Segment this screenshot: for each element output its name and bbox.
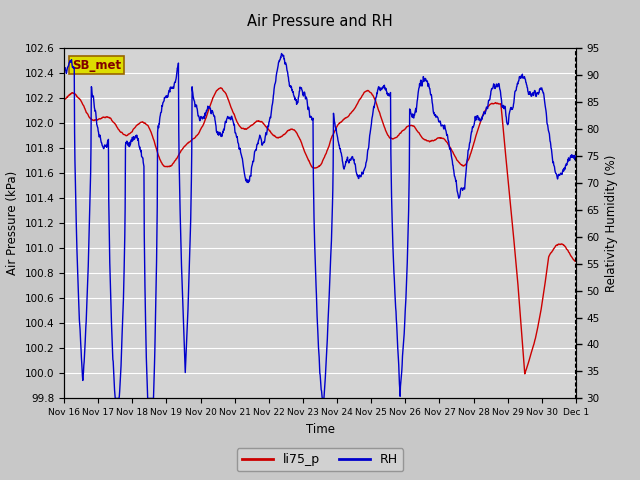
Legend: li75_p, RH: li75_p, RH xyxy=(237,448,403,471)
X-axis label: Time: Time xyxy=(305,423,335,436)
Y-axis label: Relativity Humidity (%): Relativity Humidity (%) xyxy=(605,155,618,292)
Text: SB_met: SB_met xyxy=(72,59,121,72)
Y-axis label: Air Pressure (kPa): Air Pressure (kPa) xyxy=(6,171,19,276)
Text: Air Pressure and RH: Air Pressure and RH xyxy=(247,14,393,29)
